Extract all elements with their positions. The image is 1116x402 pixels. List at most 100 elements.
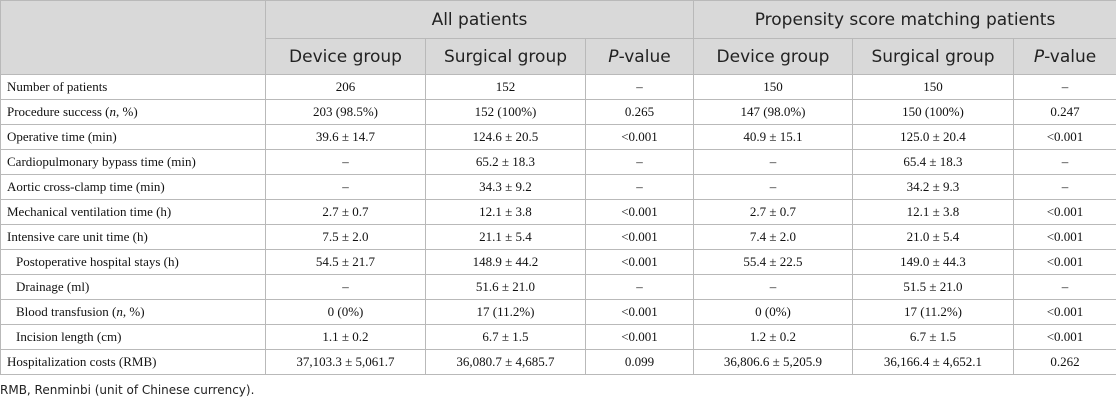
table-cell: 152 (100%) [425,99,586,125]
table-cell: 206 [265,74,426,100]
table-cell: <0.001 [1012,199,1116,225]
table-cell: 51.6 ± 21.0 [425,274,586,300]
table-cell: <0.001 [585,124,694,150]
header-all-patients: All patients [265,0,694,39]
table-cell: 55.4 ± 22.5 [693,249,853,275]
table-row: Mechanical ventilation time (h) 2.7 ± 0.… [0,199,1116,225]
table-cell: 37,103.3 ± 5,061.7 [265,349,426,375]
table-cell: 36,806.6 ± 5,205.9 [693,349,853,375]
header-pvalue-psm: P-value [1012,38,1116,75]
table-cell: 7.4 ± 2.0 [693,224,853,250]
table-cell: 0.247 [1012,99,1116,125]
table-cell: <0.001 [585,324,694,350]
table-cell: 21.1 ± 5.4 [425,224,586,250]
table-cell: 0.265 [585,99,694,125]
table-cell: 150 [852,74,1014,100]
row-label: Number of patients [0,74,266,100]
row-label: Incision length (cm) [0,324,266,350]
table-row: Cardiopulmonary bypass time (min) – 65.2… [0,149,1116,175]
row-label: Postoperative hospital stays (h) [0,249,266,275]
table-cell: – [1012,174,1116,200]
row-label: Hospitalization costs (RMB) [0,349,266,375]
table-cell: 34.2 ± 9.3 [852,174,1014,200]
table-row: Incision length (cm) 1.1 ± 0.2 6.7 ± 1.5… [0,324,1116,350]
header-device-group-all: Device group [265,38,426,75]
row-label: Operative time (min) [0,124,266,150]
table-cell: <0.001 [1012,124,1116,150]
table-row: Aortic cross-clamp time (min) – 34.3 ± 9… [0,174,1116,200]
table-row: Postoperative hospital stays (h) 54.5 ± … [0,249,1116,275]
table-cell: 36,080.7 ± 4,685.7 [425,349,586,375]
table-cell: 203 (98.5%) [265,99,426,125]
header-empty-cell [0,0,266,75]
table-cell: 0 (0%) [265,299,426,325]
table-cell: <0.001 [1012,299,1116,325]
table-row: Drainage (ml) – 51.6 ± 21.0 – – 51.5 ± 2… [0,274,1116,300]
table-cell: <0.001 [1012,224,1116,250]
table-cell: 21.0 ± 5.4 [852,224,1014,250]
table-cell: – [1012,74,1116,100]
table-cell: – [693,149,853,175]
row-label: Cardiopulmonary bypass time (min) [0,149,266,175]
row-label: Intensive care unit time (h) [0,224,266,250]
table-cell: – [585,274,694,300]
table-cell: 124.6 ± 20.5 [425,124,586,150]
row-label: Blood transfusion (n, %) [0,299,266,325]
table-cell: 17 (11.2%) [425,299,586,325]
table-row: Hospitalization costs (RMB) 37,103.3 ± 5… [0,349,1116,375]
table-cell: 2.7 ± 0.7 [693,199,853,225]
table-cell: – [585,174,694,200]
table-cell: 65.4 ± 18.3 [852,149,1014,175]
table-cell: 0.099 [585,349,694,375]
table-cell: <0.001 [585,224,694,250]
table-cell: 65.2 ± 18.3 [425,149,586,175]
header-psm-patients: Propensity score matching patients [692,0,1116,39]
table-cell: 34.3 ± 9.2 [425,174,586,200]
table-cell: 39.6 ± 14.7 [265,124,426,150]
table-cell: – [265,149,426,175]
row-label: Procedure success (n, %) [0,99,266,125]
header-pvalue-all: P-value [585,38,694,75]
header-surgical-group-all: Surgical group [425,38,586,75]
table-cell: – [1012,274,1116,300]
table-cell: 6.7 ± 1.5 [425,324,586,350]
table-cell: – [1012,149,1116,175]
row-label: Mechanical ventilation time (h) [0,199,266,225]
table-cell: – [693,174,853,200]
table-row: Procedure success (n, %) 203 (98.5%) 152… [0,99,1116,125]
table-cell: 40.9 ± 15.1 [693,124,853,150]
table-row: Blood transfusion (n, %) 0 (0%) 17 (11.2… [0,299,1116,325]
table-cell: 6.7 ± 1.5 [852,324,1014,350]
table-cell: 152 [425,74,586,100]
table-cell: 125.0 ± 20.4 [852,124,1014,150]
table-cell: – [693,274,853,300]
table-row: Number of patients 206 152 – 150 150 – [0,74,1116,100]
table-cell: 51.5 ± 21.0 [852,274,1014,300]
table-cell: 0 (0%) [693,299,853,325]
table-cell: 54.5 ± 21.7 [265,249,426,275]
table-cell: 0.262 [1012,349,1116,375]
header-device-group-psm: Device group [693,38,853,75]
table-cell: 12.1 ± 3.8 [425,199,586,225]
table-cell: 1.1 ± 0.2 [265,324,426,350]
table-cell: 147 (98.0%) [693,99,853,125]
table-cell: 12.1 ± 3.8 [852,199,1014,225]
table-cell: – [585,149,694,175]
table-cell: 149.0 ± 44.3 [852,249,1014,275]
table-cell: 150 (100%) [852,99,1014,125]
table-cell: <0.001 [585,199,694,225]
table-cell: 1.2 ± 0.2 [693,324,853,350]
table-cell: – [265,174,426,200]
header-surgical-group-psm: Surgical group [852,38,1014,75]
table-cell: 2.7 ± 0.7 [265,199,426,225]
row-label: Drainage (ml) [0,274,266,300]
table-cell: <0.001 [585,299,694,325]
table-cell: 7.5 ± 2.0 [265,224,426,250]
table-cell: <0.001 [1012,324,1116,350]
table-cell: <0.001 [1012,249,1116,275]
table-cell: 150 [693,74,853,100]
table-cell: – [265,274,426,300]
table-row: Operative time (min) 39.6 ± 14.7 124.6 ±… [0,124,1116,150]
table-cell: 148.9 ± 44.2 [425,249,586,275]
table-row: Intensive care unit time (h) 7.5 ± 2.0 2… [0,224,1116,250]
